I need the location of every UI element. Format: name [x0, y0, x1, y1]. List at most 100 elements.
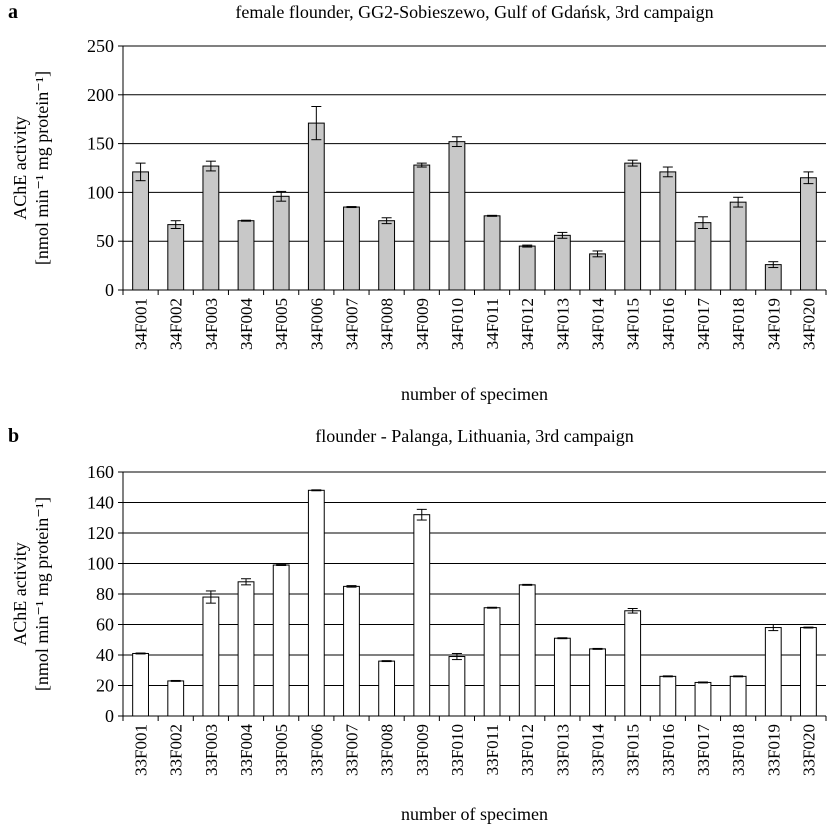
x-tick-label: 34F014 — [589, 298, 608, 350]
y-axis-label-line2: [nmol min⁻¹ mg protein⁻¹] — [32, 497, 52, 691]
bar — [729, 201, 747, 291]
x-tick-label: 34F020 — [799, 298, 818, 350]
bar — [378, 220, 396, 291]
x-tick-label: 34F009 — [413, 298, 432, 350]
bar — [202, 596, 220, 717]
bar — [483, 607, 501, 717]
bar — [413, 514, 431, 717]
bar — [167, 224, 185, 291]
bar — [659, 675, 677, 717]
bar — [448, 656, 466, 717]
chart-title: flounder - Palanga, Lithuania, 3rd campa… — [315, 426, 633, 446]
bar — [272, 195, 290, 291]
bar — [483, 215, 501, 291]
panel-letter: a — [8, 1, 18, 23]
x-tick-label: 33F011 — [483, 724, 502, 775]
x-tick-label: 33F001 — [132, 724, 151, 776]
x-tick-label: 33F005 — [272, 724, 291, 776]
bar — [589, 648, 606, 717]
x-tick-label: 33F008 — [378, 724, 397, 776]
x-tick-label: 33F016 — [659, 724, 678, 776]
y-tick-label: 20 — [96, 676, 114, 696]
x-tick-label: 33F010 — [448, 724, 467, 776]
bar — [343, 585, 360, 717]
x-tick-label: 34F008 — [378, 298, 397, 350]
y-tick-label: 150 — [87, 134, 114, 154]
bar — [272, 564, 290, 717]
y-tick-label: 60 — [96, 615, 114, 635]
y-tick-label: 40 — [96, 645, 114, 665]
y-tick-label: 160 — [87, 462, 114, 482]
y-tick-label: 100 — [87, 182, 114, 202]
bar — [448, 141, 466, 291]
y-tick-label: 100 — [87, 554, 114, 574]
bar — [167, 680, 185, 717]
bar — [659, 171, 677, 291]
bar — [764, 627, 782, 717]
y-axis-label-line2: [nmol min⁻¹ mg protein⁻¹] — [32, 71, 52, 265]
y-tick-label: 0 — [105, 706, 114, 726]
x-tick-label: 33F003 — [202, 724, 221, 776]
bar — [202, 165, 220, 291]
bar — [343, 206, 360, 291]
x-tick-label: 34F011 — [483, 298, 502, 349]
panel-letter: b — [8, 425, 19, 447]
y-tick-label: 50 — [96, 231, 114, 251]
x-tick-label: 34F010 — [448, 298, 467, 350]
x-tick-label: 34F007 — [342, 298, 361, 350]
y-tick-label: 250 — [87, 36, 114, 56]
x-tick-label: 34F004 — [237, 298, 256, 350]
x-tick-label: 34F003 — [202, 298, 221, 350]
y-tick-label: 200 — [87, 85, 114, 105]
x-tick-label: 34F016 — [659, 298, 678, 350]
x-tick-label: 33F004 — [237, 724, 256, 776]
x-tick-label: 33F007 — [342, 724, 361, 776]
x-tick-label: 34F001 — [132, 298, 151, 350]
bar — [518, 584, 536, 717]
bar — [624, 162, 642, 291]
bar — [237, 581, 255, 717]
bar — [764, 264, 782, 291]
y-axis-label-line1: AChE activity — [10, 542, 30, 645]
bar — [413, 164, 431, 291]
x-tick-label: 34F018 — [729, 298, 748, 350]
bar — [237, 220, 255, 291]
bar — [694, 222, 712, 291]
bar — [553, 637, 571, 717]
x-tick-label: 33F015 — [624, 724, 643, 776]
x-tick-label: 34F015 — [624, 298, 643, 350]
bar — [800, 177, 817, 291]
chart-panel-a: a female flounder, GG2-Sobieszewo, Gulf o… — [8, 1, 827, 404]
y-tick-label: 80 — [96, 584, 114, 604]
chart-title: female flounder, GG2-Sobieszewo, Gulf of… — [235, 2, 713, 22]
bar — [624, 610, 642, 717]
bar — [132, 652, 149, 717]
x-tick-label: 34F005 — [272, 298, 291, 350]
x-axis-label: number of specimen — [401, 804, 548, 824]
x-tick-label: 33F018 — [729, 724, 748, 776]
x-tick-label: 34F017 — [694, 298, 713, 350]
x-tick-label: 34F012 — [518, 298, 537, 350]
bar — [307, 489, 325, 717]
x-tick-label: 34F006 — [307, 298, 326, 350]
bar — [518, 245, 536, 291]
y-tick-label: 140 — [87, 493, 114, 513]
x-tick-label: 33F009 — [413, 724, 432, 776]
x-tick-label: 33F019 — [764, 724, 783, 776]
x-tick-label: 33F017 — [694, 724, 713, 776]
y-tick-label: 0 — [105, 280, 114, 300]
bar — [307, 122, 325, 291]
x-tick-label: 34F002 — [167, 298, 186, 350]
x-tick-label: 34F013 — [553, 298, 572, 350]
x-tick-label: 33F012 — [518, 724, 537, 776]
x-tick-label: 33F002 — [167, 724, 186, 776]
bar — [800, 627, 817, 717]
chart-panel-b: b flounder - Palanga, Lithuania, 3rd camp… — [8, 425, 827, 824]
bar — [729, 675, 747, 717]
x-tick-label: 33F006 — [307, 724, 326, 776]
x-tick-label: 33F013 — [553, 724, 572, 776]
x-axis-label: number of specimen — [401, 384, 548, 404]
bar — [553, 234, 571, 291]
